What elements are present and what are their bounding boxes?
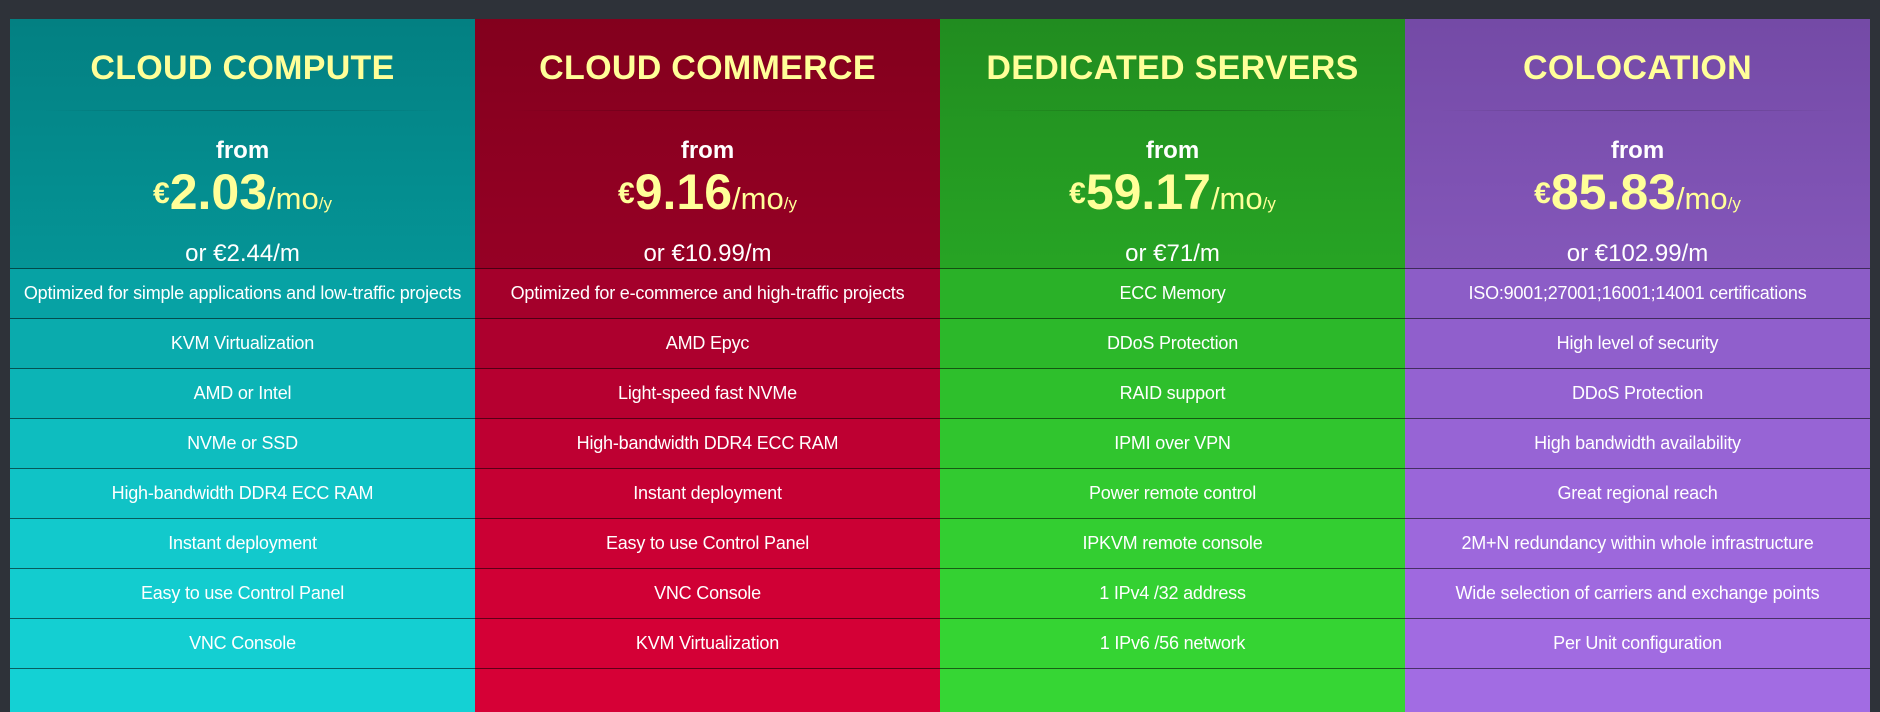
feature-list: Optimized for e-commerce and high-traffi… — [475, 268, 940, 712]
plan-card-dedicated-servers[interactable]: DEDICATED SERVERS from €59.17/mo/y or €7… — [940, 19, 1405, 712]
feature-item: Optimized for simple applications and lo… — [10, 268, 475, 318]
feature-item-partial — [475, 668, 940, 712]
feature-item: 2M+N redundancy within whole infrastruct… — [1405, 518, 1870, 568]
price-amount: 59.17 — [1085, 164, 1211, 220]
feature-item-partial — [940, 668, 1405, 712]
price-amount: 85.83 — [1550, 164, 1676, 220]
price-period-sub: /y — [1262, 194, 1276, 213]
feature-item: IPMI over VPN — [940, 418, 1405, 468]
price-period: /mo — [267, 181, 319, 216]
monthly-price: or €71/m — [1125, 240, 1220, 267]
plan-title: CLOUD COMPUTE — [90, 49, 395, 87]
feature-item: Per Unit configuration — [1405, 618, 1870, 668]
feature-item: Easy to use Control Panel — [10, 568, 475, 618]
feature-item: Easy to use Control Panel — [475, 518, 940, 568]
feature-item: Power remote control — [940, 468, 1405, 518]
feature-item: ECC Memory — [940, 268, 1405, 318]
plan-card-cloud-commerce[interactable]: CLOUD COMMERCE from €9.16/mo/y or €10.99… — [475, 19, 940, 712]
feature-item: VNC Console — [10, 618, 475, 668]
feature-item: Wide selection of carriers and exchange … — [1405, 568, 1870, 618]
plan-header: CLOUD COMMERCE from €9.16/mo/y or €10.99… — [475, 19, 940, 268]
plan-header: CLOUD COMPUTE from €2.03/mo/y or €2.44/m — [10, 19, 475, 268]
plan-title: COLOCATION — [1522, 49, 1752, 87]
from-label: from — [1145, 137, 1200, 164]
feature-list: ECC Memory DDoS Protection RAID support … — [940, 268, 1405, 712]
plan-card-cloud-compute[interactable]: CLOUD COMPUTE from €2.03/mo/y or €2.44/m… — [10, 19, 475, 712]
feature-item: KVM Virtualization — [10, 318, 475, 368]
feature-item: High level of security — [1405, 318, 1870, 368]
plan-divider — [42, 110, 443, 111]
plan-divider — [507, 110, 908, 111]
from-label: from — [1610, 137, 1665, 164]
plan-price: €9.16/mo/y — [475, 165, 940, 232]
feature-item: IPKVM remote console — [940, 518, 1405, 568]
feature-item-partial — [1405, 668, 1870, 712]
price-period-sub: /y — [318, 194, 332, 213]
feature-item: Great regional reach — [1405, 468, 1870, 518]
feature-item: RAID support — [940, 368, 1405, 418]
feature-list: ISO:9001;27001;16001;14001 certification… — [1405, 268, 1870, 712]
feature-item: AMD or Intel — [10, 368, 475, 418]
monthly-price: or €10.99/m — [643, 240, 772, 267]
plan-price: €2.03/mo/y — [10, 165, 475, 232]
feature-item: High-bandwidth DDR4 ECC RAM — [10, 468, 475, 518]
plan-header: DEDICATED SERVERS from €59.17/mo/y or €7… — [940, 19, 1405, 268]
price-amount: 9.16 — [634, 164, 733, 220]
pricing-plans: CLOUD COMPUTE from €2.03/mo/y or €2.44/m… — [10, 19, 1878, 712]
feature-item: Light-speed fast NVMe — [475, 368, 940, 418]
feature-item: VNC Console — [475, 568, 940, 618]
feature-item: 1 IPv6 /56 network — [940, 618, 1405, 668]
from-label: from — [215, 137, 270, 164]
from-label: from — [680, 137, 735, 164]
currency-symbol: € — [1069, 177, 1086, 210]
feature-item: Optimized for e-commerce and high-traffi… — [475, 268, 940, 318]
feature-item: High bandwidth availability — [1405, 418, 1870, 468]
price-period: /mo — [1210, 181, 1263, 216]
plan-price: €59.17/mo/y — [940, 165, 1405, 232]
monthly-price: or €102.99/m — [1566, 240, 1709, 267]
price-period-sub: /y — [1727, 194, 1741, 213]
feature-item: ISO:9001;27001;16001;14001 certification… — [1405, 268, 1870, 318]
plan-card-colocation[interactable]: COLOCATION from €85.83/mo/y or €102.99/m… — [1405, 19, 1870, 712]
feature-item: Instant deployment — [475, 468, 940, 518]
currency-symbol: € — [618, 177, 635, 210]
feature-item: AMD Epyc — [475, 318, 940, 368]
price-period: /mo — [1675, 181, 1728, 216]
plan-header: COLOCATION from €85.83/mo/y or €102.99/m — [1405, 19, 1870, 268]
feature-item: High-bandwidth DDR4 ECC RAM — [475, 418, 940, 468]
plan-price: €85.83/mo/y — [1405, 165, 1870, 232]
feature-item: KVM Virtualization — [475, 618, 940, 668]
feature-item: NVMe or SSD — [10, 418, 475, 468]
feature-item: 1 IPv4 /32 address — [940, 568, 1405, 618]
currency-symbol: € — [153, 177, 170, 210]
monthly-price: or €2.44/m — [185, 240, 300, 267]
price-period: /mo — [732, 181, 784, 216]
currency-symbol: € — [1534, 177, 1551, 210]
feature-item: Instant deployment — [10, 518, 475, 568]
plan-title: DEDICATED SERVERS — [986, 49, 1359, 87]
plan-divider — [972, 110, 1373, 111]
feature-item-partial — [10, 668, 475, 712]
plan-divider — [1437, 110, 1838, 111]
plan-title: CLOUD COMMERCE — [539, 49, 876, 87]
feature-list: Optimized for simple applications and lo… — [10, 268, 475, 712]
price-amount: 2.03 — [169, 164, 268, 220]
feature-item: DDoS Protection — [940, 318, 1405, 368]
price-period-sub: /y — [783, 194, 797, 213]
feature-item: DDoS Protection — [1405, 368, 1870, 418]
